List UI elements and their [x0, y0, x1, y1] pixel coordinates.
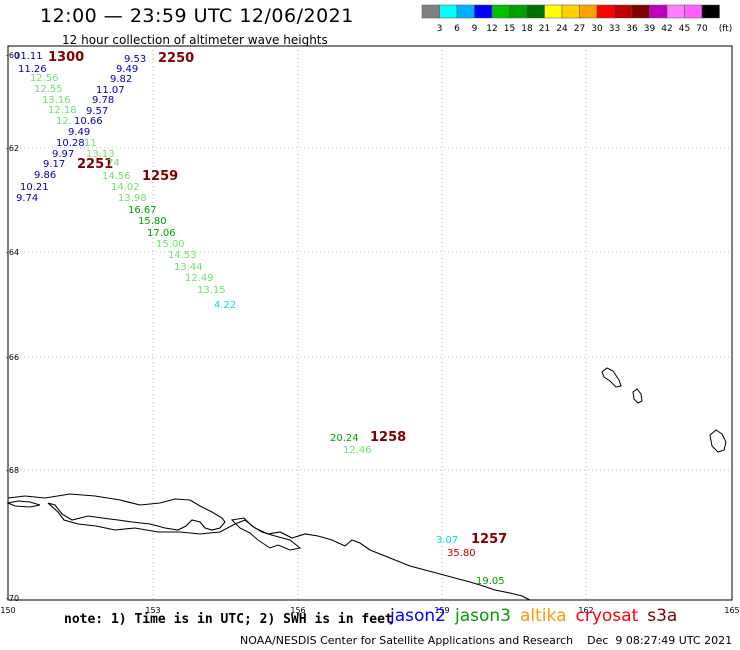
legend-label: 36: [626, 24, 638, 34]
color-legend: 3 6 9 12 15 18 21 24 27 30 33 36 39 42 45 70 (ft): [421, 4, 733, 34]
wave-height-value: 12.46: [343, 445, 372, 456]
longitude-tick-label: 150: [0, 606, 15, 615]
legend-label: 15: [504, 24, 515, 34]
latitude-tick-label: -66: [6, 353, 19, 362]
wave-height-value: 11.26: [18, 64, 47, 75]
legend-label: 45: [679, 24, 690, 34]
satellite-key: jason2 jason3 altika cryosat s3a: [390, 606, 686, 626]
pass-time-label: 2251: [77, 157, 113, 172]
wave-height-value: 12.49: [185, 273, 214, 284]
wave-height-value: 9.78: [92, 95, 114, 106]
wave-height-value: 12.56: [30, 73, 59, 84]
footer-note: note: 1) Time is in UTC; 2) SWH is in fe…: [64, 612, 393, 627]
wave-height-value: 9.53: [124, 54, 146, 65]
longitude-tick-label: 165: [724, 606, 739, 615]
wave-height-value: 9.49: [68, 127, 90, 138]
wave-height-value: 13.15: [197, 285, 226, 296]
legend-label: 33: [609, 24, 620, 34]
wave-height-value: 14.53: [168, 250, 197, 261]
wave-height-value: 9.57: [86, 106, 108, 117]
wave-height-value: 01.11: [14, 51, 43, 62]
longitude-tick-label: 162: [578, 606, 593, 615]
legend-label: 24: [556, 24, 568, 34]
wave-height-value: 9.97: [52, 149, 74, 160]
legend-label: 12: [486, 24, 497, 34]
longitude-tick-label: 153: [145, 606, 160, 615]
pass-time-label: 1259: [142, 169, 178, 184]
pass-time-label: 1300: [48, 50, 84, 65]
satellite-altika: altika: [520, 606, 567, 626]
latitude-tick-label: -70: [6, 594, 19, 603]
coastline-fragment: [6, 500, 41, 508]
map-frame: [7, 45, 733, 601]
island-outline: [709, 429, 727, 453]
wave-height-value: 11.07: [96, 85, 125, 96]
wave-height-value: 13.16: [42, 95, 71, 106]
legend-label: 3: [437, 24, 443, 34]
legend-label: 18: [521, 24, 533, 34]
legend-label: 39: [644, 24, 656, 34]
satellite-cryosat: cryosat: [575, 606, 639, 626]
wave-height-value: 9.86: [34, 170, 56, 181]
antarctic-coastline: [7, 493, 531, 601]
wave-height-value: 15.00: [156, 239, 185, 250]
island-outline: [601, 367, 622, 388]
wave-height-value: 12.18: [48, 105, 77, 116]
wave-height-value: 13.44: [174, 262, 203, 273]
legend-label: 21: [539, 24, 550, 34]
wave-height-value: 16.67: [128, 205, 157, 216]
legend-label: 30: [591, 24, 603, 34]
wave-height-value: 14.02: [111, 182, 140, 193]
satellite-jason3: jason3: [455, 606, 511, 626]
wave-height-value: 11: [84, 138, 97, 149]
coastline-inlet: [230, 517, 302, 551]
wave-height-value: 9.17: [43, 159, 65, 170]
wave-height-value: 10.28: [56, 138, 85, 149]
wave-height-value: 9.82: [110, 74, 132, 85]
pass-time-label: 1257: [471, 532, 507, 547]
map-title: 12:00 — 23:59 UTC 12/06/2021: [40, 5, 354, 27]
wave-height-value: 74: [107, 158, 120, 169]
wave-height-value: 3.07: [436, 535, 458, 546]
longitude-tick-label: 156: [290, 606, 305, 615]
legend-label: 6: [454, 24, 460, 34]
latitude-tick-label: -60: [6, 51, 19, 60]
wave-height-value: 10.21: [20, 182, 49, 193]
wave-height-value: 17.06: [147, 228, 176, 239]
wave-height-value: 9.74: [16, 193, 38, 204]
island-outline: [632, 388, 643, 404]
wave-height-value: 13.98: [118, 193, 147, 204]
latitude-tick-label: -64: [6, 248, 19, 257]
legend-swatch: [701, 4, 720, 19]
satellite-s3a: s3a: [647, 606, 678, 626]
legend-label: 70: [696, 24, 708, 34]
credit-line: NOAA/NESDIS Center for Satellite Applica…: [240, 634, 733, 647]
satellite-jason2: jason2: [390, 606, 446, 626]
latitude-tick-label: -68: [6, 466, 19, 475]
legend-label: 27: [574, 24, 585, 34]
legend-label: 9: [472, 24, 478, 34]
wave-height-value: 12.55: [34, 84, 63, 95]
wave-height-value: 4.22: [214, 300, 236, 311]
legend-unit: (ft): [719, 24, 733, 34]
pass-time-label: 2250: [158, 51, 194, 66]
pass-time-label: 1258: [370, 430, 406, 445]
wave-height-value: 19.05: [476, 576, 505, 587]
wave-height-value: 20.24: [330, 433, 359, 444]
longitude-tick-label: 159: [434, 606, 449, 615]
legend-label: 42: [661, 24, 672, 34]
wave-height-value: 9.49: [116, 64, 138, 75]
wave-height-value: 13.13: [86, 149, 115, 160]
wave-height-value: 10.66: [74, 116, 103, 127]
map-subtitle: 12 hour collection of altimeter wave hei…: [62, 33, 328, 47]
latitude-tick-label: -62: [6, 144, 19, 153]
wave-height-value: 35.80: [447, 548, 476, 559]
wave-height-value: 15.80: [138, 216, 167, 227]
wave-height-value: 14.56: [102, 171, 131, 182]
wave-height-value: 12.: [56, 116, 72, 127]
